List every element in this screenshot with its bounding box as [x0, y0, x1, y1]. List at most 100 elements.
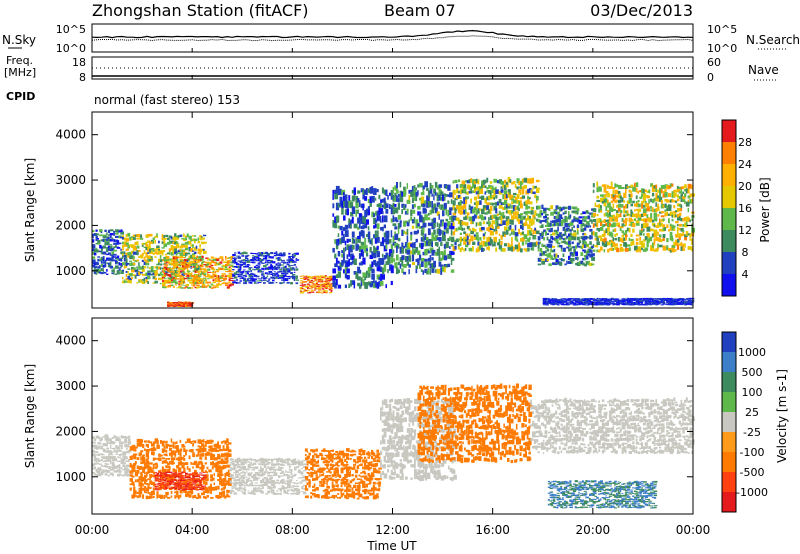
velocity-colorbar-tick-5: -100 — [740, 446, 765, 459]
power-colorbar-tick-0: 28 — [738, 136, 752, 149]
cpid-text: normal (fast stereo) 153 — [94, 93, 240, 107]
power-ytick-0: 4000 — [55, 128, 86, 142]
velocity-colorbar-tick-0: 1000 — [738, 346, 766, 359]
power-echo-band-8 — [452, 176, 540, 253]
freq-label: Freq. — [6, 54, 33, 67]
velocity-colorbar: 1000 500 100 25 -25 -100 -500 -1000 — [721, 331, 768, 513]
power-colorbar-tick-1: 24 — [738, 158, 752, 171]
velocity-colorbar-swatch-2 — [722, 372, 736, 393]
power-colorbar-swatch-4 — [722, 208, 736, 231]
power-colorbar-swatch-3 — [722, 186, 736, 209]
power-colorbar-tick-4: 12 — [738, 224, 752, 237]
velocity-ytick-1: 3000 — [55, 379, 86, 393]
power-echo-band-7 — [392, 181, 455, 275]
power-colorbar-swatch-5 — [722, 230, 736, 253]
x-tick-1: 04:00 — [175, 523, 210, 537]
velocity-colorbar-swatch-5 — [722, 432, 736, 453]
power-colorbar-tick-3: 16 — [738, 202, 752, 215]
velocity-echo-band-6 — [417, 383, 533, 464]
velocity-echo-band-3 — [229, 457, 307, 495]
power-colorbar-tick-2: 20 — [738, 180, 752, 193]
velocity-echo-band-4 — [304, 448, 382, 500]
velocity-echo-band-8 — [547, 480, 658, 509]
power-echo-band-2 — [162, 255, 235, 289]
nsky-tick-bottom: 10^0 — [56, 42, 86, 55]
x-tick-2: 08:00 — [275, 523, 310, 537]
date-label: 03/Dec/2013 — [590, 1, 693, 20]
power-colorbar-tick-6: 4 — [742, 268, 749, 281]
x-axis-label: Time UT — [366, 539, 417, 553]
power-ylabel: Slant Range [km] — [23, 158, 37, 262]
power-echo-band-10 — [592, 181, 695, 253]
velocity-echo-layer — [92, 383, 695, 509]
beam-label: Beam 07 — [384, 1, 456, 20]
x-tick-3: 12:00 — [375, 523, 410, 537]
velocity-ytick-0: 4000 — [55, 334, 86, 348]
velocity-echo-band-1 — [129, 438, 232, 500]
nsearch-tick-bottom: 10^0 — [707, 42, 737, 55]
power-colorbar-swatch-2 — [722, 164, 736, 187]
freq-unit: [MHz] — [4, 66, 36, 79]
power-panel: Slant Range [km] 4000 3000 2000 1000 28 24 20… — [23, 111, 772, 309]
nsky-label: N.Sky — [2, 33, 36, 47]
power-echo-band-6 — [332, 185, 395, 289]
noise-sky-line — [91, 29, 694, 39]
velocity-colorbar-swatch-1 — [722, 352, 736, 373]
x-tick-5: 20:00 — [576, 523, 611, 537]
power-colorbar-swatch-6 — [722, 252, 736, 275]
x-tick-6: 00:00 — [676, 523, 711, 537]
power-colorbar-swatch-1 — [722, 142, 736, 165]
velocity-colorbar-swatch-0 — [722, 332, 736, 353]
velocity-echo-band-2 — [154, 471, 207, 491]
velocity-colorbar-tick-4: -25 — [743, 426, 761, 439]
velocity-ylabel: Slant Range [km] — [23, 364, 37, 468]
velocity-panel: Slant Range [km] 4000 3000 2000 1000 1000 50… — [23, 317, 789, 515]
velocity-colorbar-tick-7: -1000 — [736, 486, 768, 499]
freq-tick-bottom: 8 — [79, 71, 86, 84]
velocity-colorbar-swatch-8 — [722, 492, 736, 513]
nave-tick-bottom: 0 — [707, 71, 714, 84]
power-colorbar-tick-5: 8 — [742, 246, 749, 259]
velocity-echo-band-7 — [530, 397, 695, 455]
velocity-ytick-3: 1000 — [55, 470, 86, 484]
nsky-tick-top: 10^5 — [56, 23, 86, 36]
station-title: Zhongshan Station (fitACF) — [92, 1, 309, 20]
power-echo-band-0 — [92, 229, 125, 275]
power-colorbar: 28 24 20 16 12 8 4 — [721, 119, 752, 297]
power-colorbar-swatch-7 — [722, 274, 736, 297]
power-colorbar-label: Power [dB] — [758, 177, 772, 242]
velocity-colorbar-swatch-4 — [722, 412, 736, 433]
velocity-colorbar-tick-2: 100 — [742, 386, 763, 399]
power-echo-band-3 — [167, 301, 195, 307]
power-ytick-1: 3000 — [55, 173, 86, 187]
velocity-echo-band-0 — [92, 434, 132, 477]
power-echo-band-9 — [537, 204, 595, 267]
power-echo-band-5 — [299, 275, 334, 294]
x-tick-0: 00:00 — [75, 523, 110, 537]
nave-tick-top: 60 — [707, 56, 721, 69]
freq-panel: Freq. [MHz] 18 8 60 0 Nave CPID normal (… — [4, 54, 779, 107]
power-colorbar-swatch-0 — [722, 120, 736, 143]
velocity-colorbar-tick-3: 25 — [745, 406, 759, 419]
freq-tick-top: 18 — [72, 56, 86, 69]
nsearch-label: N.Search — [746, 33, 800, 47]
velocity-colorbar-tick-6: -500 — [740, 466, 765, 479]
power-echo-band-4 — [232, 251, 300, 285]
velocity-colorbar-label: Velocity [m s-1] — [775, 369, 789, 463]
power-ytick-3: 1000 — [55, 264, 86, 278]
nave-label: Nave — [748, 63, 779, 77]
power-echo-layer — [92, 176, 695, 307]
power-ytick-2: 2000 — [55, 218, 86, 232]
velocity-colorbar-swatch-3 — [722, 392, 736, 413]
velocity-colorbar-tick-1: 500 — [742, 366, 763, 379]
x-tick-4: 16:00 — [475, 523, 510, 537]
velocity-colorbar-swatch-6 — [722, 452, 736, 473]
velocity-colorbar-swatch-7 — [722, 472, 736, 493]
noise-search-line — [91, 35, 694, 42]
noise-panel: N.Sky 10^5 10^0 10^5 10^0 N.Search — [2, 23, 800, 55]
velocity-ytick-2: 2000 — [55, 424, 86, 438]
nsearch-tick-top: 10^5 — [707, 23, 737, 36]
cpid-label: CPID — [6, 90, 35, 103]
power-echo-band-11 — [542, 297, 695, 306]
